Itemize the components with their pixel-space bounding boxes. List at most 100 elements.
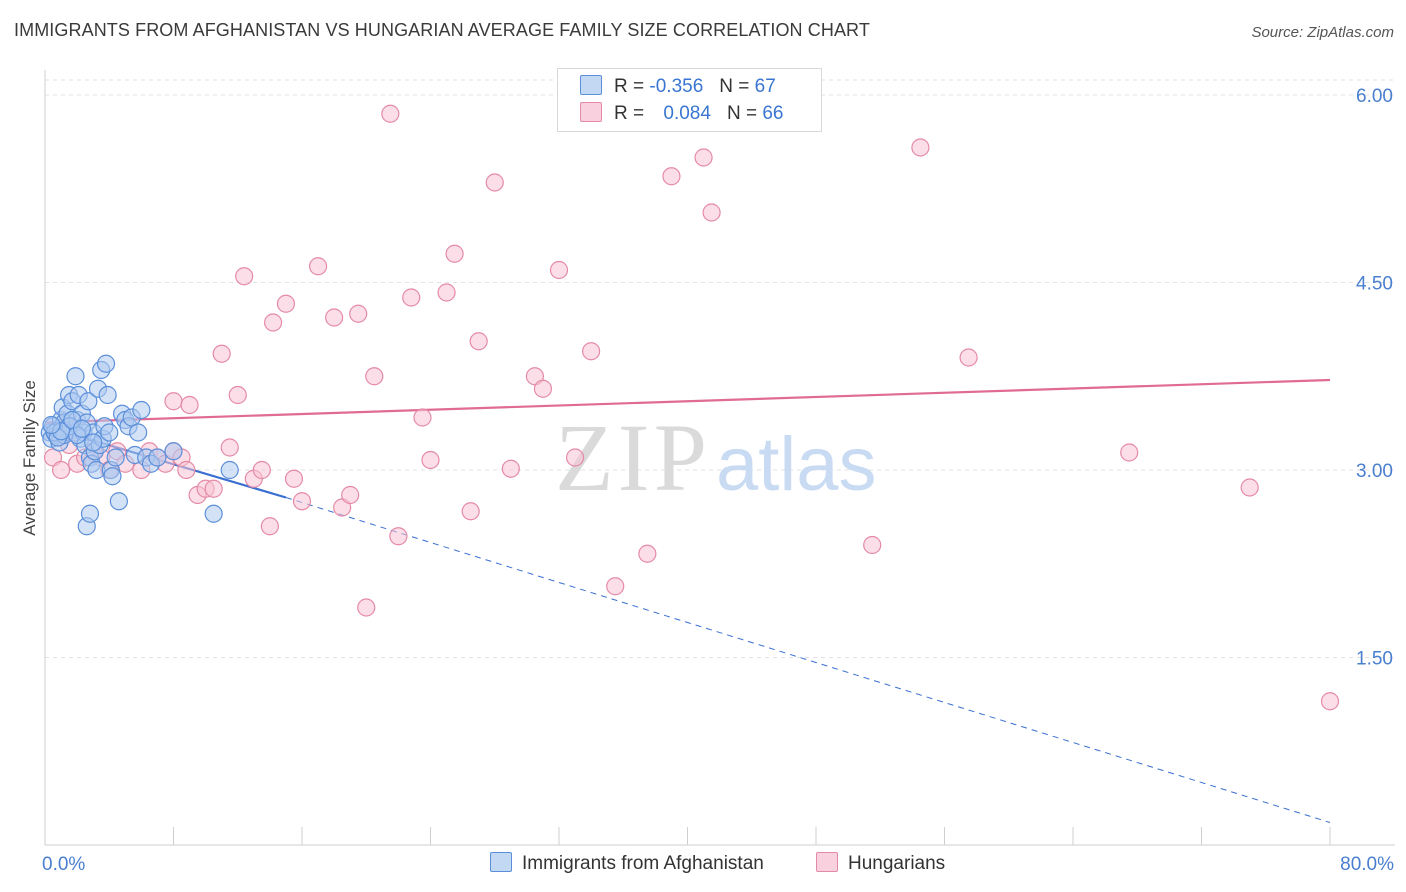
hungarian-point bbox=[389, 527, 408, 546]
hungarian-point bbox=[276, 294, 296, 313]
afghanistan-point bbox=[100, 423, 119, 442]
hungarian-point bbox=[437, 283, 456, 302]
afghanistan-point bbox=[103, 467, 122, 486]
hungarian-point bbox=[694, 148, 713, 167]
hungarian-point bbox=[292, 492, 312, 511]
bottom-legend-label: Immigrants from Afghanistan bbox=[522, 853, 764, 874]
hungarian-point bbox=[177, 460, 196, 480]
hungarian-point bbox=[469, 332, 488, 351]
legend-n-label: N = bbox=[726, 103, 758, 124]
hungarian-point bbox=[565, 448, 585, 467]
hungarian-point bbox=[863, 535, 882, 555]
x-tick-label-min: 0.0% bbox=[42, 854, 85, 875]
hungarian-point bbox=[365, 367, 384, 386]
hungarian-point bbox=[911, 138, 930, 157]
y-axis-label: Average Family Size bbox=[20, 380, 39, 536]
hungarian-point bbox=[1320, 692, 1340, 711]
hungarian-point bbox=[381, 104, 400, 123]
afghanistan-point bbox=[220, 460, 239, 480]
hungarian-point bbox=[180, 395, 199, 415]
hungarian-point bbox=[702, 203, 721, 222]
hungarian-point bbox=[349, 304, 368, 323]
hungarian-point bbox=[220, 438, 239, 457]
hungarian-point bbox=[606, 577, 625, 596]
grid bbox=[45, 79, 1395, 658]
hungarian-point bbox=[212, 344, 231, 363]
chart-source: Source: ZipAtlas.com bbox=[1251, 24, 1394, 41]
legend-n-value: 67 bbox=[754, 76, 776, 97]
hungarian-point bbox=[1240, 478, 1259, 497]
legend-n-label: N = bbox=[719, 76, 750, 97]
hungarian-point bbox=[461, 502, 480, 521]
legend-swatch-pink bbox=[580, 102, 602, 122]
data-points bbox=[40, 104, 1340, 711]
bottom-legend-afghanistan: Immigrants from Afghanistan bbox=[490, 852, 764, 875]
legend-r-value: -0.356 bbox=[649, 76, 704, 97]
afghanistan-trend-extrapolation bbox=[285, 497, 1331, 823]
hungarian-point bbox=[252, 460, 271, 480]
afghanistan-point bbox=[106, 448, 125, 467]
hungarian-point bbox=[485, 173, 504, 192]
afghanistan-point bbox=[109, 492, 128, 511]
legend-row-hungarians: R = 0.084 N = 66 bbox=[580, 102, 783, 126]
afghanistan-point bbox=[42, 415, 61, 435]
afghanistan-point bbox=[80, 504, 100, 523]
hungarian-point bbox=[228, 385, 247, 405]
hungarian-point bbox=[501, 459, 520, 478]
hungarian-point bbox=[308, 257, 328, 276]
afghanistan-point bbox=[132, 400, 151, 420]
tick-labels: 1.50 3.00 4.50 6.00 0.0% 80.0% bbox=[42, 86, 1394, 875]
legend-swatch-blue bbox=[580, 75, 602, 95]
chart-title: IMMIGRANTS FROM AFGHANISTAN VS HUNGARIAN… bbox=[14, 20, 870, 40]
watermark: ZIP atlas bbox=[555, 404, 877, 511]
hungarian-point bbox=[204, 479, 223, 498]
afghanistan-point bbox=[129, 423, 148, 442]
hungarian-point bbox=[51, 460, 71, 480]
hungarian-point bbox=[421, 450, 440, 470]
hungarian-point bbox=[445, 244, 464, 263]
hungarian-point bbox=[284, 469, 304, 488]
bottom-legend-swatch-blue bbox=[490, 852, 512, 872]
hungarian-point bbox=[402, 288, 421, 307]
hungarian-trend-line bbox=[44, 378, 1331, 424]
hungarian-point bbox=[357, 598, 376, 617]
hungarian-point bbox=[235, 267, 254, 286]
hungarian-point bbox=[662, 167, 681, 186]
hungarian-point bbox=[413, 408, 432, 427]
hungarian-point bbox=[263, 313, 283, 332]
afghanistan-point bbox=[98, 385, 117, 405]
afghanistan-point bbox=[84, 433, 103, 452]
afghanistan-point bbox=[96, 354, 116, 373]
legend-n-value: 66 bbox=[762, 103, 784, 124]
hungarian-point bbox=[638, 544, 657, 563]
bottom-legend-swatch-pink bbox=[816, 852, 838, 872]
legend-row-afghanistan: R = -0.356 N = 67 bbox=[580, 75, 776, 99]
y-tick-label: 4.50 bbox=[1356, 274, 1393, 295]
hungarian-point bbox=[582, 342, 601, 361]
afghanistan-point bbox=[72, 419, 92, 438]
legend: R = -0.356 N = 67 R = 0.084 N = 66 bbox=[557, 68, 822, 132]
afghanistan-point bbox=[79, 392, 98, 411]
legend-r-label: R = bbox=[614, 76, 645, 97]
afghanistan-point bbox=[66, 367, 85, 386]
watermark-atlas: atlas bbox=[716, 422, 877, 507]
hungarian-point bbox=[959, 348, 978, 367]
x-tick-label-max: 80.0% bbox=[1340, 854, 1394, 875]
hungarian-point bbox=[1120, 443, 1139, 462]
y-tick-label: 6.00 bbox=[1356, 86, 1393, 107]
afghanistan-point bbox=[148, 448, 167, 467]
y-tick-label: 3.00 bbox=[1356, 461, 1393, 482]
hungarian-point bbox=[533, 379, 553, 398]
y-tick-label: 1.50 bbox=[1356, 649, 1393, 670]
legend-r-label: R = bbox=[614, 103, 645, 124]
bottom-legend-hungarians: Hungarians bbox=[816, 852, 945, 875]
hungarian-point bbox=[260, 517, 279, 536]
afghanistan-point bbox=[204, 504, 223, 523]
hungarian-point bbox=[325, 308, 344, 327]
bottom-legend-label: Hungarians bbox=[848, 853, 946, 874]
hungarian-point bbox=[549, 260, 569, 280]
hungarian-point bbox=[341, 485, 360, 505]
hungarian-point bbox=[164, 392, 183, 411]
legend-r-value: 0.084 bbox=[663, 103, 711, 124]
